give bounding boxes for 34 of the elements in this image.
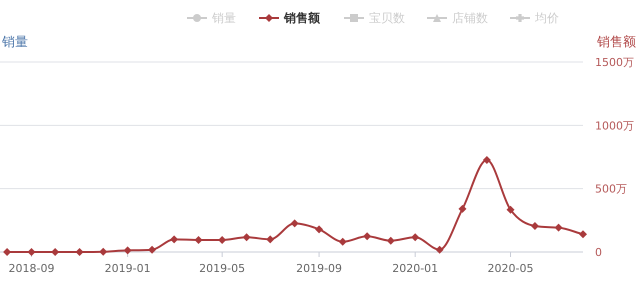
point	[436, 246, 444, 254]
point	[363, 232, 372, 240]
point	[170, 235, 178, 244]
x-tick-label: 2019-05	[199, 262, 246, 275]
point	[482, 156, 491, 164]
legend-label: 销售额	[283, 11, 321, 25]
x-tick-label: 2020-05	[488, 262, 534, 275]
point	[148, 246, 156, 254]
point	[242, 233, 251, 242]
point	[579, 230, 587, 238]
point	[411, 233, 420, 242]
point	[506, 206, 515, 214]
y2-tick-label: 500万	[595, 182, 627, 196]
x-tick-label: 2020-01	[392, 262, 438, 275]
point	[386, 236, 395, 245]
point	[530, 222, 539, 230]
point	[458, 204, 466, 213]
y2-axis-title: 销售额	[596, 35, 636, 50]
point	[315, 225, 324, 234]
point	[51, 248, 60, 256]
point	[124, 246, 132, 254]
point	[218, 236, 226, 244]
point	[290, 219, 299, 228]
point	[99, 248, 108, 256]
x-tick-label: 2019-09	[296, 262, 342, 275]
y2-tick-label: 1000万	[595, 119, 634, 132]
x-tick-label: 2019-01	[104, 262, 151, 275]
y2-tick-label: 0	[595, 246, 602, 259]
point	[554, 224, 563, 232]
y2-tick-label: 1500万	[595, 56, 634, 69]
point	[338, 238, 347, 246]
y-axis-title: 销量	[1, 35, 28, 50]
point	[266, 235, 274, 244]
x-tick-label: 2018-09	[8, 262, 54, 275]
